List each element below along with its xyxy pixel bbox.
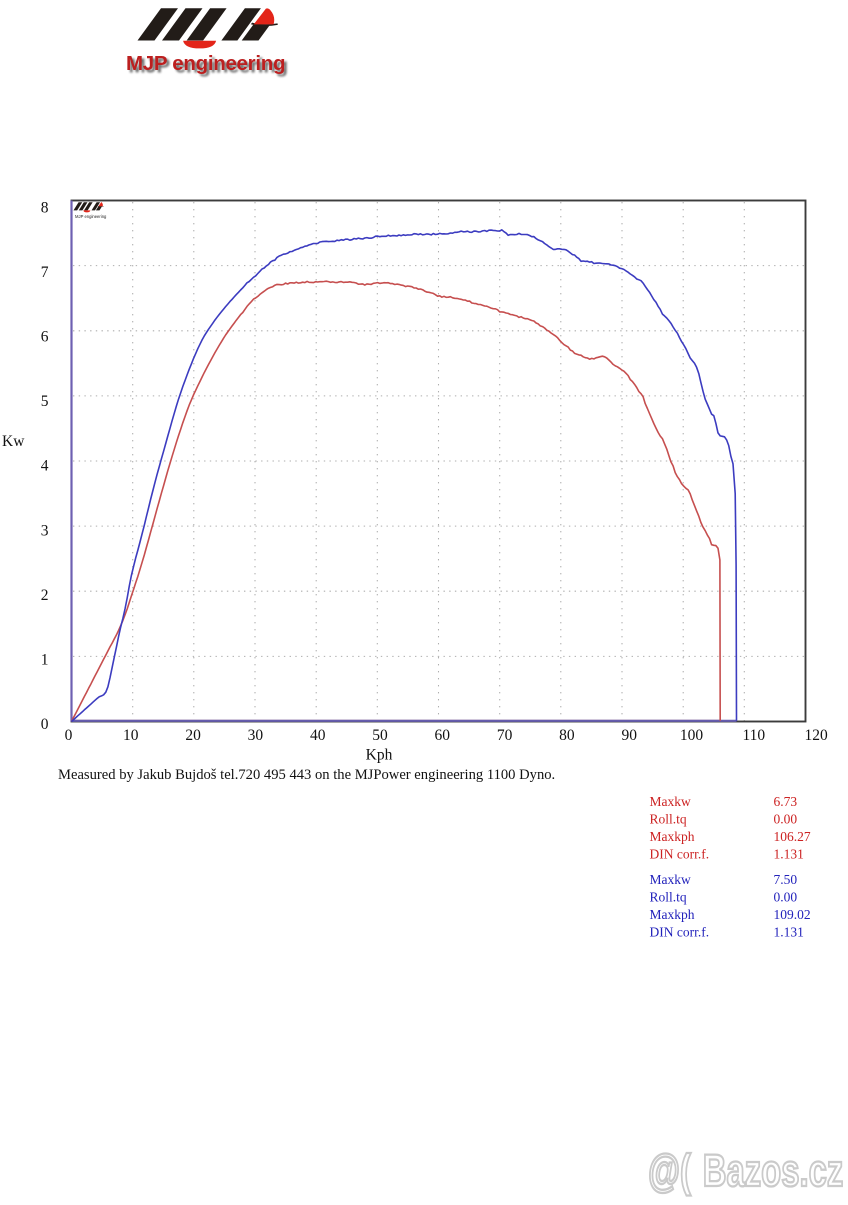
svg-text:60: 60 — [435, 727, 451, 744]
svg-text:70: 70 — [497, 727, 513, 744]
svg-text:100: 100 — [680, 727, 704, 744]
svg-text:7: 7 — [41, 264, 49, 281]
svg-text:80: 80 — [559, 727, 575, 744]
svg-text:Roll.tq: Roll.tq — [650, 890, 687, 905]
svg-text:0: 0 — [41, 716, 49, 733]
svg-text:3: 3 — [41, 522, 49, 539]
svg-text:Measured by Jakub Bujdoš tel.7: Measured by Jakub Bujdoš tel.720 495 443… — [58, 767, 555, 783]
svg-text:Maxkw: Maxkw — [650, 872, 691, 887]
svg-text:MJP engineering: MJP engineering — [129, 55, 288, 78]
svg-text:10: 10 — [123, 727, 139, 744]
svg-text:120: 120 — [804, 727, 828, 744]
svg-text:110: 110 — [742, 727, 765, 744]
svg-text:5: 5 — [41, 393, 49, 410]
svg-text:0.00: 0.00 — [774, 890, 798, 905]
svg-text:1.131: 1.131 — [774, 925, 804, 940]
svg-text:6: 6 — [41, 329, 49, 346]
svg-text:1: 1 — [41, 651, 49, 668]
svg-text:Maxkph: Maxkph — [650, 829, 695, 844]
svg-text:1.131: 1.131 — [774, 847, 804, 862]
svg-text:@(: @( — [648, 1146, 692, 1196]
svg-text:DIN corr.f.: DIN corr.f. — [650, 847, 710, 862]
svg-text:90: 90 — [621, 727, 637, 744]
svg-text:106.27: 106.27 — [774, 829, 811, 844]
svg-text:40: 40 — [310, 727, 326, 744]
svg-text:50: 50 — [372, 727, 388, 744]
svg-text:7.50: 7.50 — [774, 872, 798, 887]
svg-text:0: 0 — [65, 727, 73, 744]
svg-text:6.73: 6.73 — [774, 794, 798, 809]
svg-text:MJP engineering: MJP engineering — [126, 52, 285, 75]
svg-text:20: 20 — [185, 727, 201, 744]
svg-text:MJP engineering: MJP engineering — [75, 214, 107, 219]
svg-text:Kw: Kw — [2, 433, 25, 450]
svg-text:Maxkph: Maxkph — [650, 907, 695, 922]
svg-text:Roll.tq: Roll.tq — [650, 812, 687, 827]
svg-text:Maxkw: Maxkw — [650, 794, 691, 809]
svg-text:109.02: 109.02 — [774, 907, 811, 922]
svg-text:4: 4 — [41, 458, 49, 475]
svg-text:30: 30 — [248, 727, 264, 744]
svg-text:DIN corr.f.: DIN corr.f. — [650, 925, 710, 940]
svg-text:2: 2 — [41, 587, 49, 604]
svg-text:8: 8 — [41, 200, 49, 217]
svg-text:0.00: 0.00 — [774, 812, 798, 827]
svg-text:Bazos.cz: Bazos.cz — [703, 1146, 844, 1196]
svg-text:Kph: Kph — [366, 747, 393, 764]
